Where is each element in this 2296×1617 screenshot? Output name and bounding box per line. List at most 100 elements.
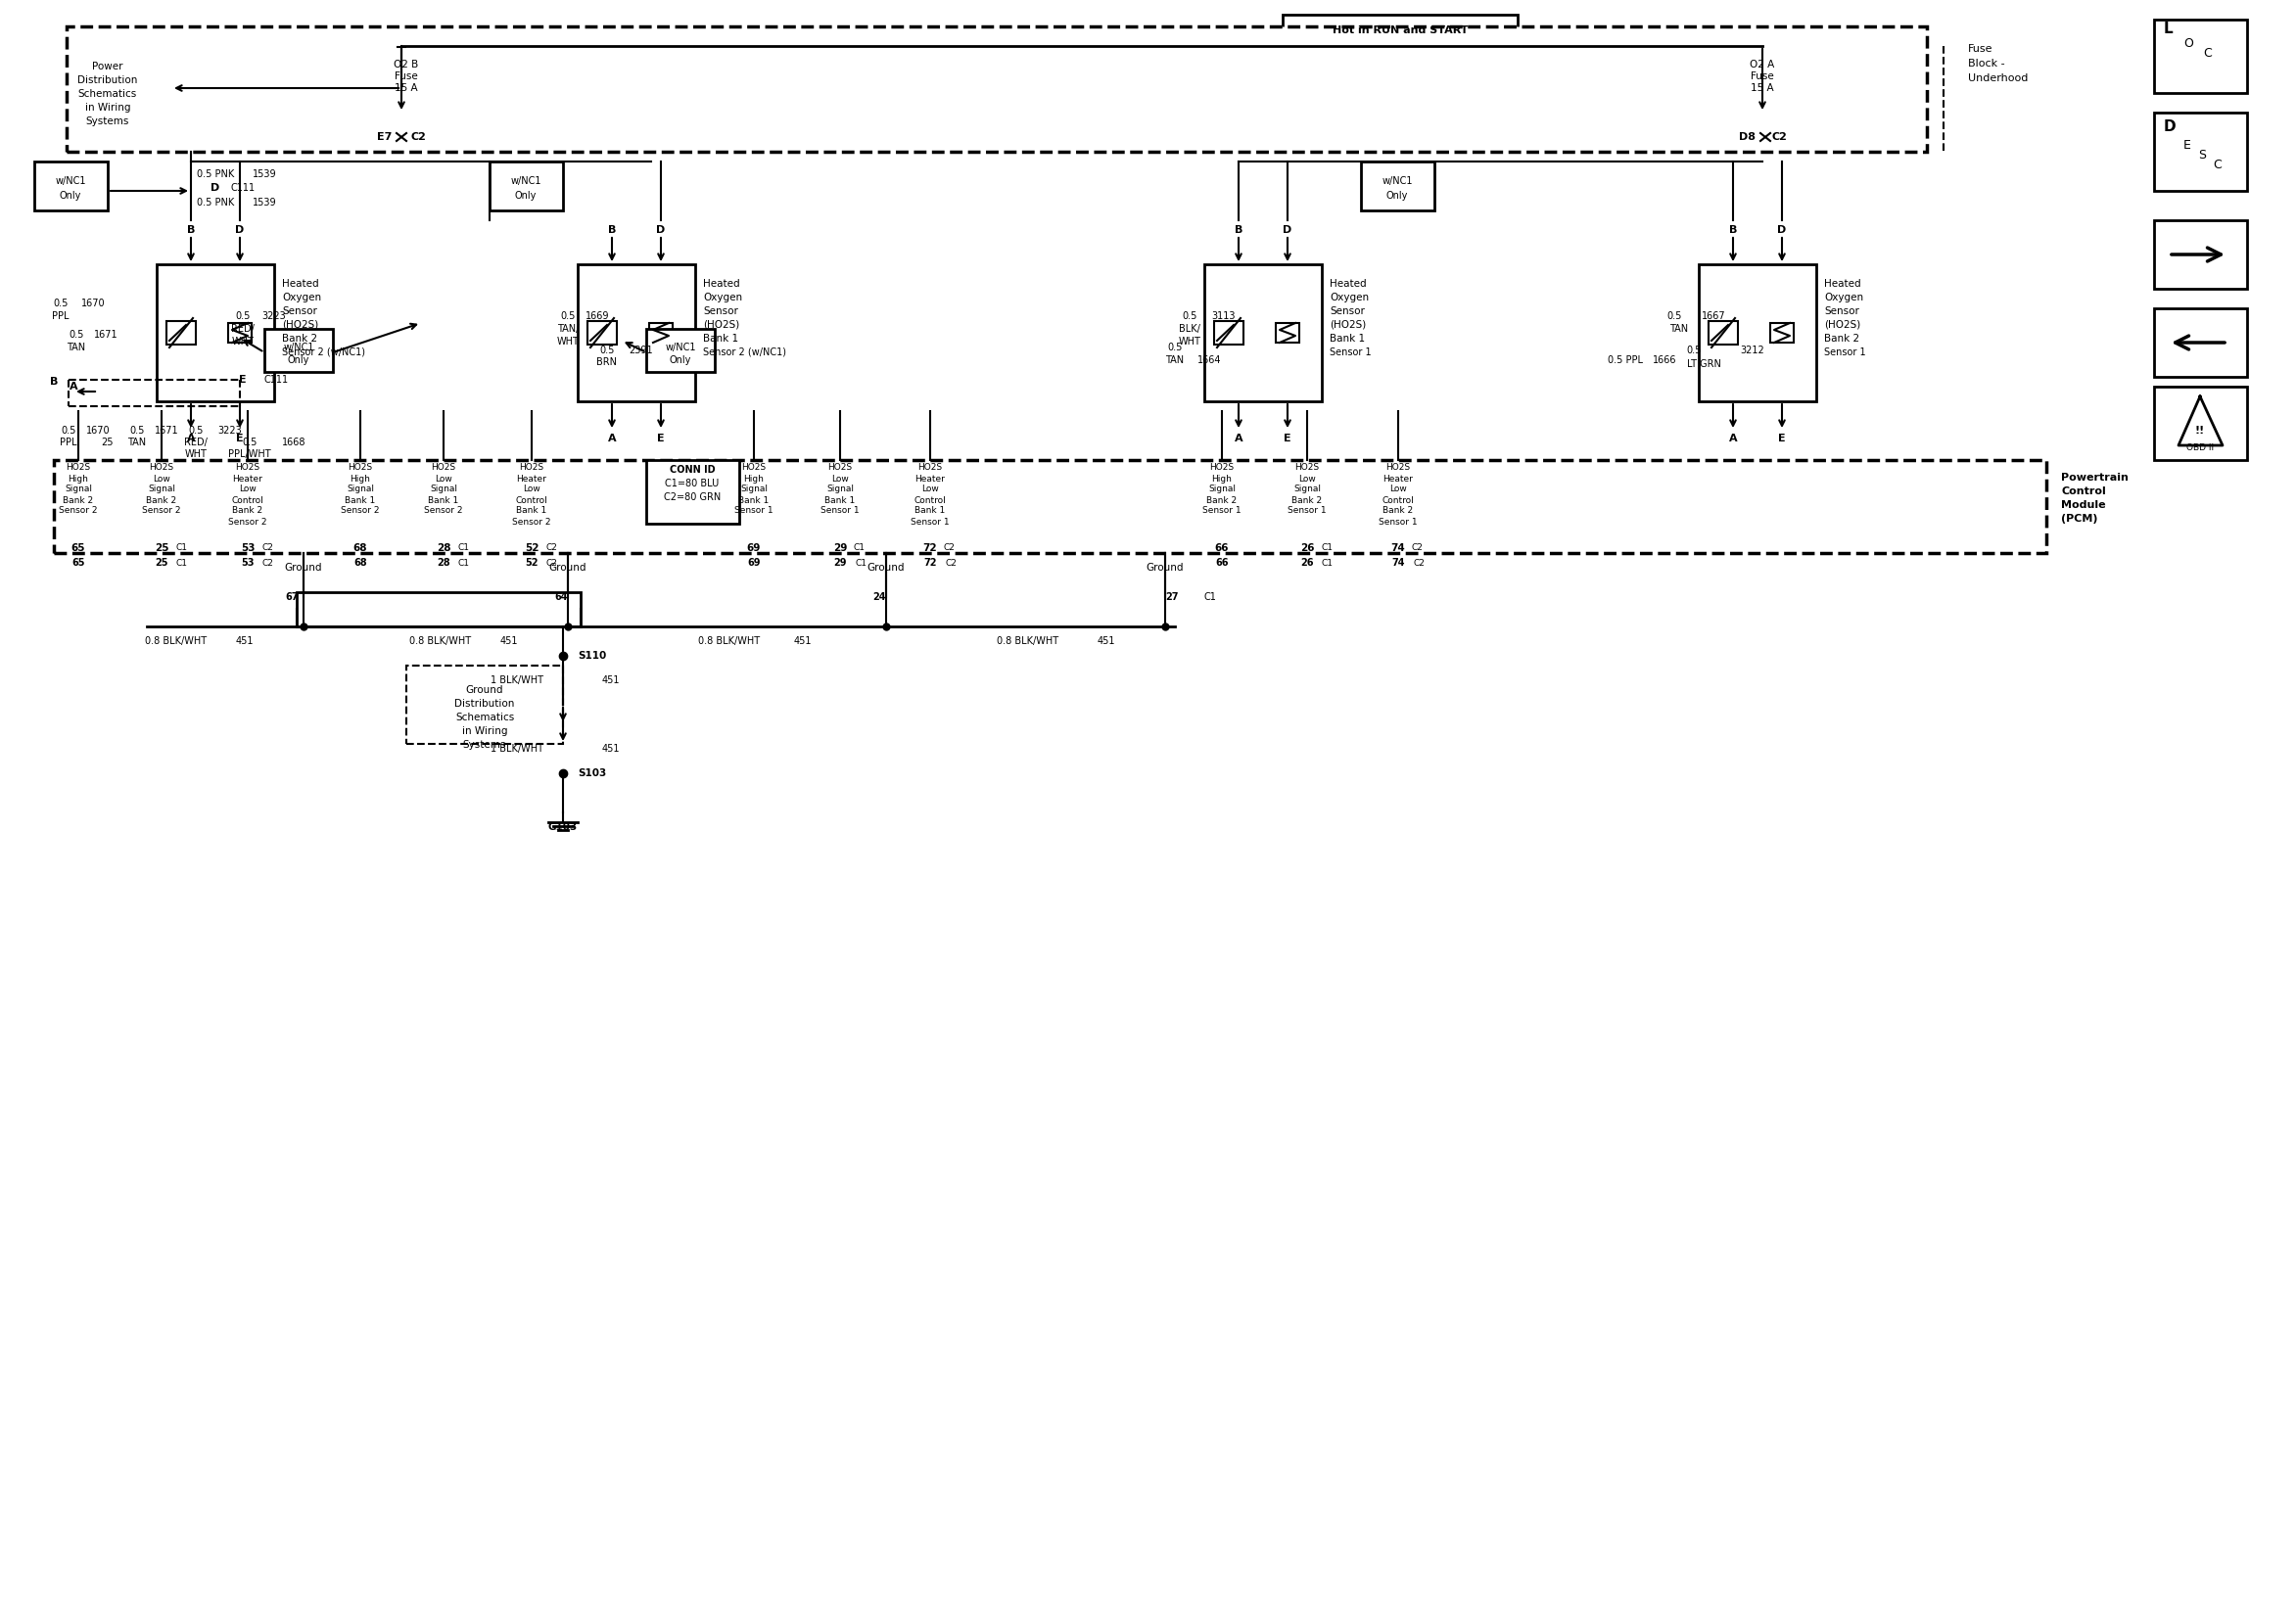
Text: PPL: PPL bbox=[53, 310, 69, 322]
Text: 67: 67 bbox=[285, 592, 298, 602]
Text: E: E bbox=[1777, 433, 1786, 443]
Text: Ground: Ground bbox=[466, 686, 503, 695]
Bar bbox=[489, 162, 563, 210]
Text: Signal: Signal bbox=[827, 485, 854, 493]
Text: High: High bbox=[349, 474, 370, 483]
Text: 68: 68 bbox=[354, 558, 367, 568]
Text: Bank 1: Bank 1 bbox=[739, 496, 769, 505]
Text: O2 B: O2 B bbox=[395, 60, 418, 70]
Text: S110: S110 bbox=[579, 652, 606, 661]
Text: Only: Only bbox=[287, 356, 310, 365]
Text: Distribution: Distribution bbox=[455, 699, 514, 708]
Text: C1: C1 bbox=[459, 558, 471, 568]
Text: 451: 451 bbox=[236, 635, 255, 647]
Text: 25: 25 bbox=[101, 438, 115, 448]
Bar bbox=[650, 323, 673, 343]
Text: B: B bbox=[51, 377, 57, 386]
Text: 66: 66 bbox=[1215, 543, 1228, 553]
Text: Bank 2: Bank 2 bbox=[1208, 496, 1238, 505]
Text: 0.5: 0.5 bbox=[1685, 346, 1701, 356]
Text: TAN: TAN bbox=[1166, 356, 1185, 365]
Text: O: O bbox=[2183, 37, 2193, 50]
Text: Sensor 2 (w/NC1): Sensor 2 (w/NC1) bbox=[703, 348, 785, 357]
Bar bbox=[1277, 323, 1300, 343]
Text: HO2S: HO2S bbox=[149, 464, 174, 472]
Text: Distribution: Distribution bbox=[78, 76, 138, 86]
Text: L: L bbox=[2163, 23, 2174, 37]
Text: Sensor 1: Sensor 1 bbox=[1203, 506, 1242, 516]
Text: 0.8 BLK/WHT: 0.8 BLK/WHT bbox=[698, 635, 760, 647]
Text: Systems: Systems bbox=[85, 116, 129, 126]
Text: C1: C1 bbox=[1205, 592, 1217, 602]
Text: Sensor: Sensor bbox=[703, 306, 737, 317]
Text: Sensor 2: Sensor 2 bbox=[512, 517, 551, 526]
Text: (HO2S): (HO2S) bbox=[1823, 320, 1860, 330]
Text: C1: C1 bbox=[1322, 558, 1334, 568]
Text: Low: Low bbox=[239, 485, 257, 493]
Text: (PCM): (PCM) bbox=[2062, 514, 2099, 524]
Text: Control: Control bbox=[517, 496, 549, 505]
Text: A: A bbox=[69, 382, 78, 391]
Text: Low: Low bbox=[523, 485, 540, 493]
Text: 25: 25 bbox=[154, 543, 168, 553]
Text: TAN: TAN bbox=[67, 343, 85, 353]
Text: Systems: Systems bbox=[464, 741, 507, 750]
Text: PPL/WHT: PPL/WHT bbox=[227, 450, 271, 459]
Text: 1670: 1670 bbox=[85, 425, 110, 435]
Text: 1668: 1668 bbox=[282, 438, 305, 448]
Text: 451: 451 bbox=[602, 744, 620, 754]
Text: 1671: 1671 bbox=[154, 425, 179, 435]
Text: C2: C2 bbox=[946, 558, 957, 568]
Text: 3223: 3223 bbox=[218, 425, 241, 435]
Text: !!: !! bbox=[2195, 425, 2204, 435]
Text: Ground: Ground bbox=[285, 563, 321, 572]
Text: C111: C111 bbox=[230, 183, 255, 192]
Text: C2: C2 bbox=[1412, 558, 1424, 568]
Text: 52: 52 bbox=[523, 543, 540, 553]
Bar bbox=[2154, 309, 2248, 377]
Text: C1: C1 bbox=[174, 543, 186, 553]
Text: Hot in RUN and START: Hot in RUN and START bbox=[1332, 26, 1467, 36]
Text: D8: D8 bbox=[1738, 133, 1756, 142]
Text: (HO2S): (HO2S) bbox=[1329, 320, 1366, 330]
Text: 29: 29 bbox=[833, 543, 847, 553]
Text: WHT: WHT bbox=[556, 336, 579, 346]
Text: HO2S: HO2S bbox=[1210, 464, 1235, 472]
Text: Bank 1: Bank 1 bbox=[1329, 333, 1366, 343]
Text: D: D bbox=[1283, 225, 1293, 234]
Text: D: D bbox=[236, 225, 243, 234]
Bar bbox=[2154, 113, 2248, 191]
Text: Sensor 1: Sensor 1 bbox=[912, 517, 951, 526]
Text: Sensor: Sensor bbox=[1329, 306, 1364, 317]
Bar bbox=[406, 666, 563, 744]
Text: Fuse: Fuse bbox=[1968, 44, 1993, 53]
Text: A: A bbox=[186, 433, 195, 443]
Text: Bank 1: Bank 1 bbox=[517, 506, 546, 516]
Text: 0.5 PNK: 0.5 PNK bbox=[197, 170, 234, 179]
Text: E: E bbox=[1283, 433, 1290, 443]
Text: BLK/: BLK/ bbox=[1178, 323, 1201, 333]
Text: 0.5 PNK: 0.5 PNK bbox=[197, 197, 234, 207]
Text: Bank 2: Bank 2 bbox=[282, 333, 317, 343]
Bar bbox=[1708, 322, 1738, 344]
Text: 0.5: 0.5 bbox=[69, 330, 85, 340]
Text: 0.8 BLK/WHT: 0.8 BLK/WHT bbox=[409, 635, 471, 647]
Text: 15 A: 15 A bbox=[395, 82, 418, 94]
Text: B: B bbox=[608, 225, 615, 234]
Text: D: D bbox=[657, 225, 666, 234]
Text: WHT: WHT bbox=[232, 336, 255, 346]
Text: Sensor 1: Sensor 1 bbox=[1329, 348, 1371, 357]
Text: Low: Low bbox=[1389, 485, 1407, 493]
Bar bbox=[645, 461, 739, 524]
Text: w/NC1: w/NC1 bbox=[1382, 176, 1412, 186]
Text: 0.8 BLK/WHT: 0.8 BLK/WHT bbox=[996, 635, 1058, 647]
Text: OBD II: OBD II bbox=[2186, 445, 2213, 453]
Text: Powertrain: Powertrain bbox=[2062, 472, 2128, 482]
Text: Heated: Heated bbox=[703, 280, 739, 289]
Text: HO2S: HO2S bbox=[742, 464, 767, 472]
Text: 26: 26 bbox=[1300, 558, 1313, 568]
Text: Control: Control bbox=[2062, 487, 2105, 496]
Text: 1539: 1539 bbox=[253, 170, 276, 179]
Text: 0.5: 0.5 bbox=[53, 299, 69, 309]
Text: TAN: TAN bbox=[1669, 323, 1688, 333]
